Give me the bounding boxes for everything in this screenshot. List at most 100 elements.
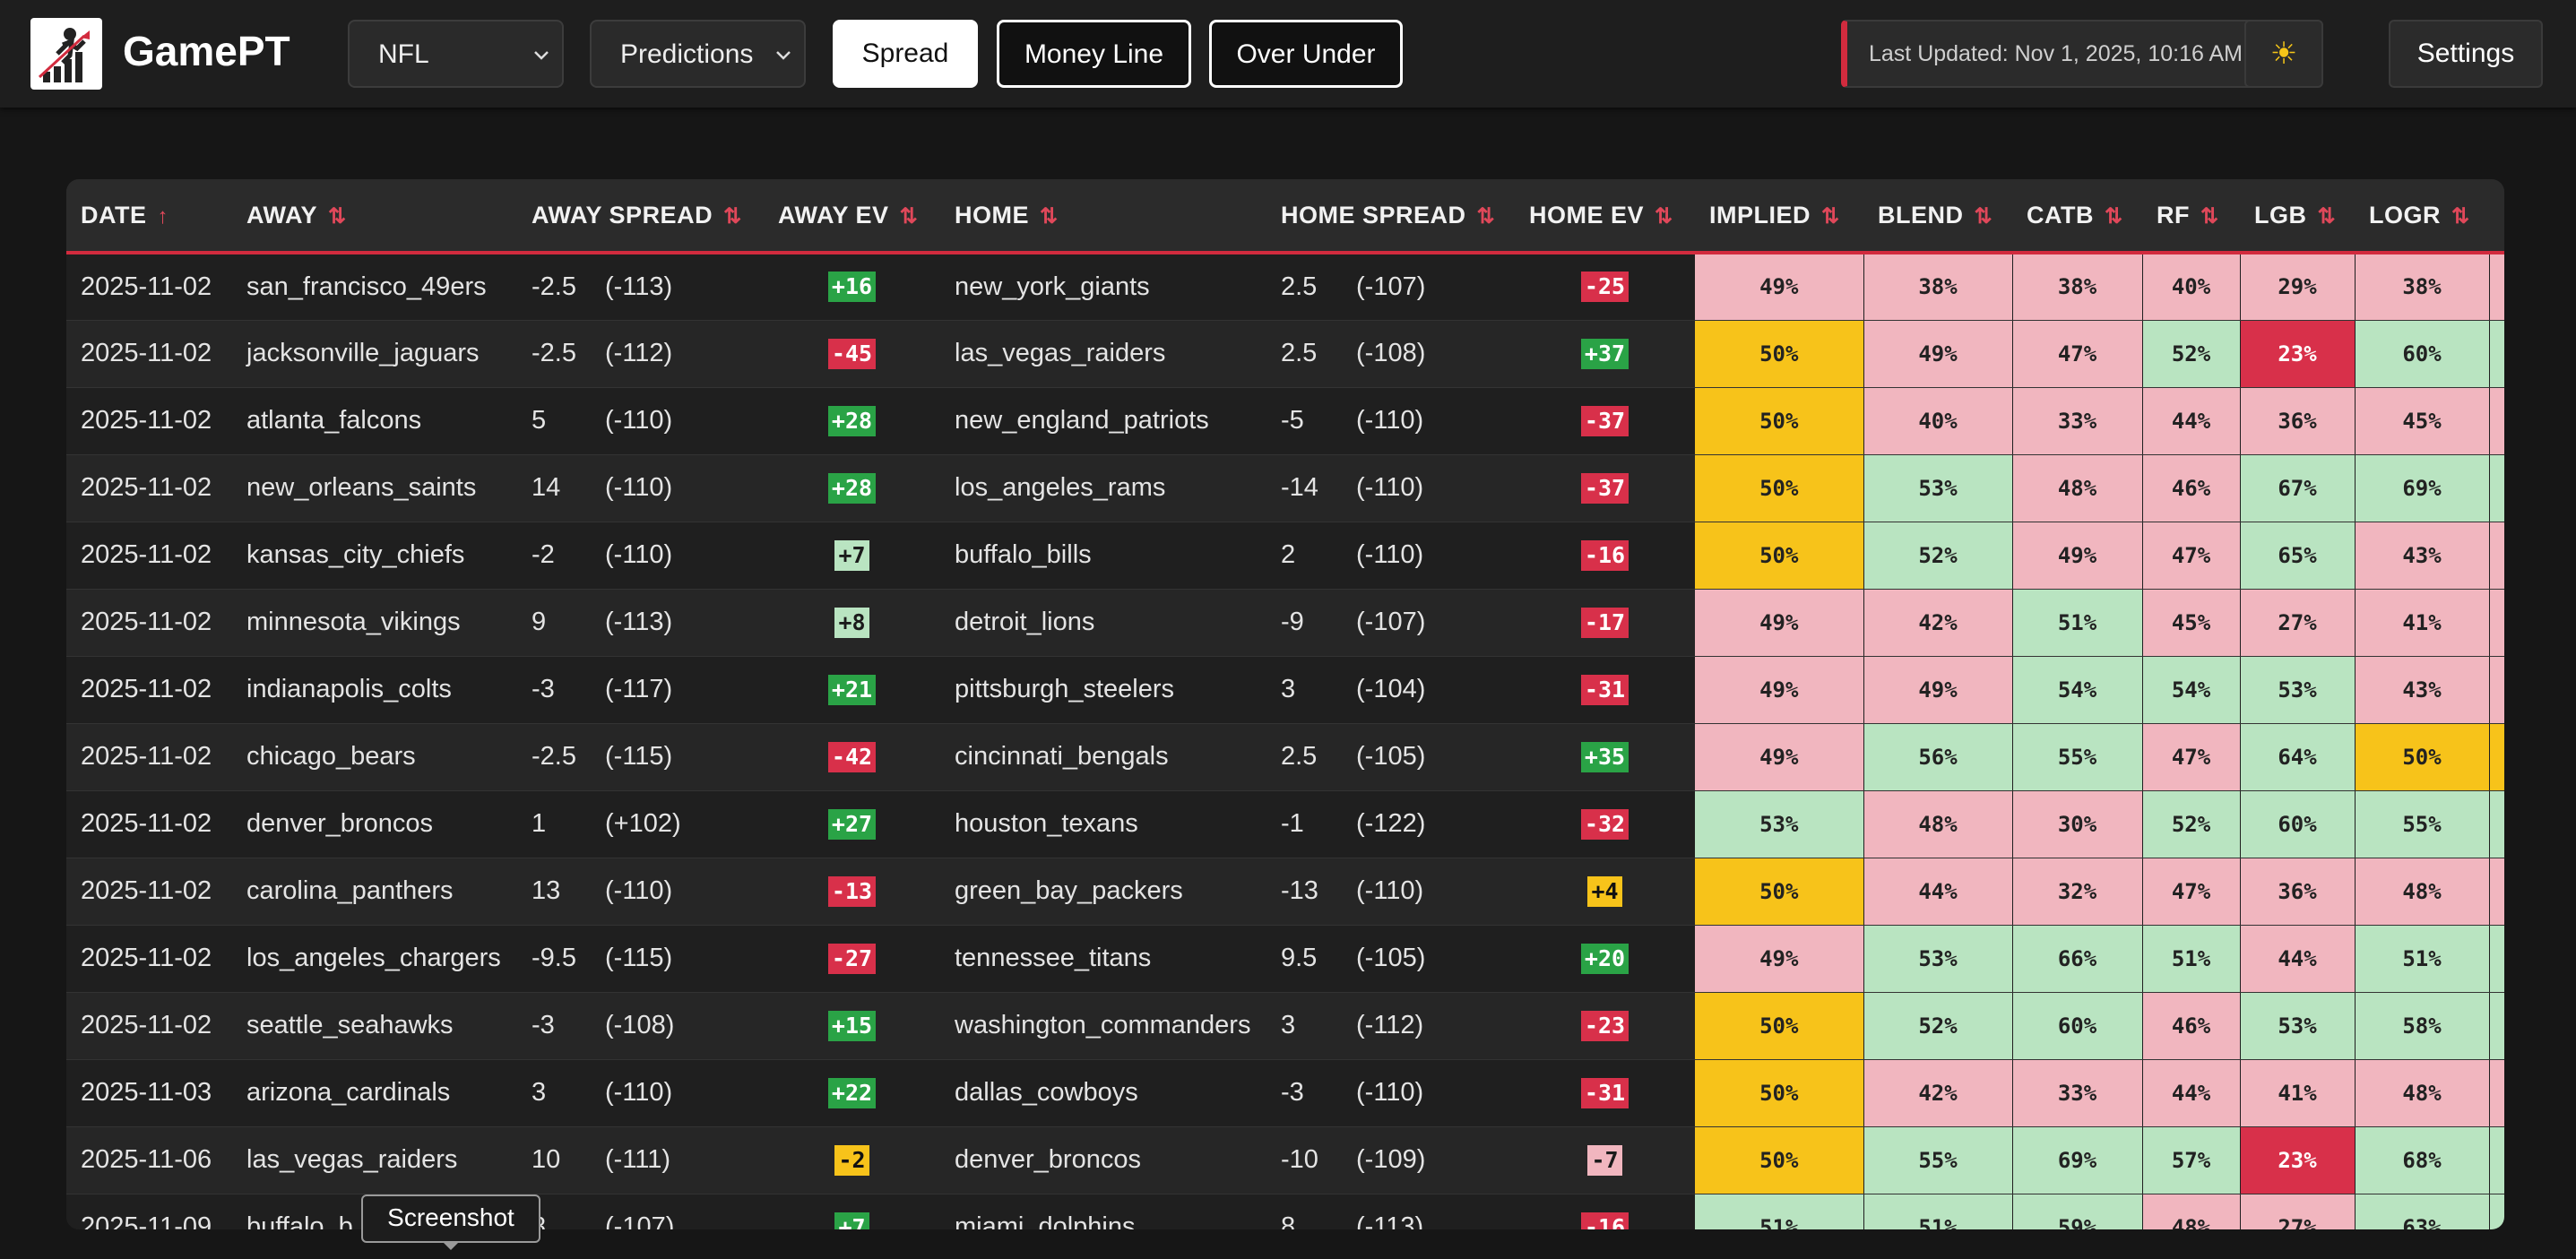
sort-icon[interactable]: ⇅ <box>899 203 919 229</box>
sort-icon[interactable]: ⇅ <box>723 203 742 229</box>
column-header-blend[interactable]: BLEND ⇅ <box>1863 179 2012 254</box>
settings-button[interactable]: Settings <box>2389 20 2543 88</box>
tab-spread[interactable]: Spread <box>833 20 978 88</box>
sort-asc-icon[interactable]: ↑ <box>157 203 169 229</box>
catb-cell: 38% <box>2012 253 2143 321</box>
rf-cell: 45% <box>2142 589 2241 657</box>
last-updated-label: Last Updated: Nov 1, 2025, 10:16 AM <box>1841 20 2266 88</box>
sort-icon[interactable]: ⇅ <box>2451 203 2470 229</box>
table-row[interactable]: 2025-11-02 jacksonville_jaguars -2.5 (-112)… <box>66 320 2504 388</box>
date-cell: 2025-11-02 <box>66 992 232 1060</box>
sort-icon[interactable]: ⇅ <box>2317 203 2337 229</box>
away-team-cell: san_francisco_49ers <box>232 253 517 321</box>
home-ev-cell: -31 <box>1515 656 1695 724</box>
column-header-home[interactable]: HOME ⇅ <box>940 179 1266 254</box>
rf-cell: 46% <box>2142 992 2241 1060</box>
home-ev-cell: -37 <box>1515 387 1695 455</box>
away-ev-badge: -13 <box>827 875 877 907</box>
home-ev-cell: +20 <box>1515 925 1695 993</box>
column-header-away[interactable]: AWAY ⇅ <box>232 179 517 254</box>
home-ev-badge: -32 <box>1580 808 1629 840</box>
sort-icon[interactable]: ⇅ <box>1476 203 1496 229</box>
table-row[interactable]: 2025-11-02 atlanta_falcons 5 (-110) +28 new_e… <box>66 387 2504 455</box>
predictions-table: DATE ↑ AWAY ⇅ AWAY SPREAD ⇅ AWAY EV ⇅ HOME ⇅ HOME … <box>66 179 2504 1229</box>
implied-cell: 50% <box>1695 1059 1864 1127</box>
home-ev-cell: +4 <box>1515 858 1695 926</box>
overflow-cell <box>2489 656 2504 724</box>
home-team-cell: pittsburgh_steelers <box>940 656 1266 724</box>
sort-icon[interactable]: ⇅ <box>1974 203 1993 229</box>
home-ev-badge: +20 <box>1580 943 1629 974</box>
table-row[interactable]: 2025-11-02 los_angeles_chargers -9.5 (-115)… <box>66 925 2504 993</box>
home-ev-badge: -31 <box>1580 1077 1629 1108</box>
logr-cell: 55% <box>2355 790 2490 858</box>
predictions-table-container[interactable]: DATE ↑ AWAY ⇅ AWAY SPREAD ⇅ AWAY EV ⇅ HOME ⇅ HOME … <box>66 179 2504 1229</box>
column-header-logr[interactable]: LOGR ⇅ <box>2355 179 2489 254</box>
table-row[interactable]: 2025-11-02 san_francisco_49ers -2.5 (-113) +… <box>66 253 2504 321</box>
away-ev-badge: +28 <box>827 405 877 436</box>
away-ev-badge: +21 <box>827 674 877 705</box>
blend-cell: 38% <box>1863 253 2013 321</box>
catb-cell: 49% <box>2012 522 2143 590</box>
lgb-cell: 67% <box>2240 454 2356 522</box>
sort-icon[interactable]: ⇅ <box>1821 203 1840 229</box>
column-header-label: HOME EV <box>1529 201 1645 229</box>
sort-icon[interactable]: ⇅ <box>2200 203 2219 229</box>
table-row[interactable]: 2025-11-02 denver_broncos 1 (+102) +27 housto… <box>66 790 2504 858</box>
table-row[interactable]: 2025-11-02 minnesota_vikings 9 (-113) +8 detr… <box>66 589 2504 657</box>
away-ev-cell: +7 <box>764 522 940 590</box>
away-ev-cell: +21 <box>764 656 940 724</box>
league-select[interactable]: NFL <box>348 20 564 88</box>
column-header-away-ev[interactable]: AWAY EV ⇅ <box>764 179 940 254</box>
sort-icon[interactable]: ⇅ <box>1655 203 1673 229</box>
home-spread-cell: -9 (-107) <box>1266 589 1515 657</box>
column-header-rf[interactable]: RF ⇅ <box>2142 179 2240 254</box>
home-spread-odds: (-110) <box>1356 540 1424 569</box>
sort-icon[interactable]: ⇅ <box>2104 203 2123 229</box>
column-header-implied[interactable]: IMPLIED ⇅ <box>1695 179 1863 254</box>
table-row[interactable]: 2025-11-02 new_orleans_saints 14 (-110) +28 l… <box>66 454 2504 522</box>
column-header-date[interactable]: DATE ↑ <box>66 179 232 254</box>
app-logo[interactable] <box>30 18 102 90</box>
away-ev-cell: -13 <box>764 858 940 926</box>
implied-cell: 49% <box>1695 656 1864 724</box>
column-header-catb[interactable]: CATB ⇅ <box>2012 179 2142 254</box>
home-team-cell: denver_broncos <box>940 1126 1266 1194</box>
away-team-cell: jacksonville_jaguars <box>232 320 517 388</box>
table-row[interactable]: 2025-11-02 chicago_bears -2.5 (-115) -42 cinc… <box>66 723 2504 791</box>
tab-money-line[interactable]: Money Line <box>997 20 1191 88</box>
catb-cell: 66% <box>2012 925 2143 993</box>
sort-icon[interactable]: ⇅ <box>1040 203 1059 229</box>
column-header-home-ev[interactable]: HOME EV ⇅ <box>1515 179 1695 254</box>
table-row[interactable]: 2025-11-02 seattle_seahawks -3 (-108) +15 was… <box>66 992 2504 1060</box>
mode-select[interactable]: Predictions <box>590 20 806 88</box>
home-ev-badge: -17 <box>1580 607 1629 638</box>
table-row[interactable]: 2025-11-02 indianapolis_colts -3 (-117) +21 p… <box>66 656 2504 724</box>
away-spread-value: 9 <box>532 608 547 636</box>
table-row[interactable]: 2025-11-02 carolina_panthers 13 (-110) -13 gr… <box>66 858 2504 926</box>
implied-cell: 49% <box>1695 253 1864 321</box>
home-ev-badge: -16 <box>1580 539 1629 571</box>
table-row[interactable]: 2025-11-06 las_vegas_raiders 10 (-111) -2 den… <box>66 1126 2504 1194</box>
column-header-label: BLEND <box>1878 201 1964 229</box>
column-header-label: LGB <box>2254 201 2307 229</box>
theme-toggle-button[interactable]: ☀ <box>2244 20 2323 88</box>
home-ev-badge: -16 <box>1580 1212 1629 1229</box>
column-header-label: DATE <box>81 201 147 229</box>
implied-cell: 49% <box>1695 723 1864 791</box>
catb-cell: 60% <box>2012 992 2143 1060</box>
tab-over-under[interactable]: Over Under <box>1209 20 1403 88</box>
column-header-away-spread[interactable]: AWAY SPREAD ⇅ <box>517 179 764 254</box>
home-spread-odds: (-110) <box>1356 473 1424 502</box>
away-spread-odds: (-111) <box>605 1145 671 1174</box>
home-spread-value: 2.5 <box>1281 742 1318 771</box>
implied-cell: 50% <box>1695 858 1864 926</box>
column-header-lgb[interactable]: LGB ⇅ <box>2240 179 2355 254</box>
table-row[interactable]: 2025-11-02 kansas_city_chiefs -2 (-110) +7 bu… <box>66 522 2504 590</box>
sort-icon[interactable]: ⇅ <box>328 203 347 229</box>
overflow-cell <box>2489 1194 2504 1229</box>
logr-cell: 41% <box>2355 589 2490 657</box>
table-row[interactable]: 2025-11-03 arizona_cardinals 3 (-110) +22 dal… <box>66 1059 2504 1127</box>
column-header-home-spread[interactable]: HOME SPREAD ⇅ <box>1266 179 1515 254</box>
home-ev-badge: -23 <box>1580 1010 1629 1041</box>
